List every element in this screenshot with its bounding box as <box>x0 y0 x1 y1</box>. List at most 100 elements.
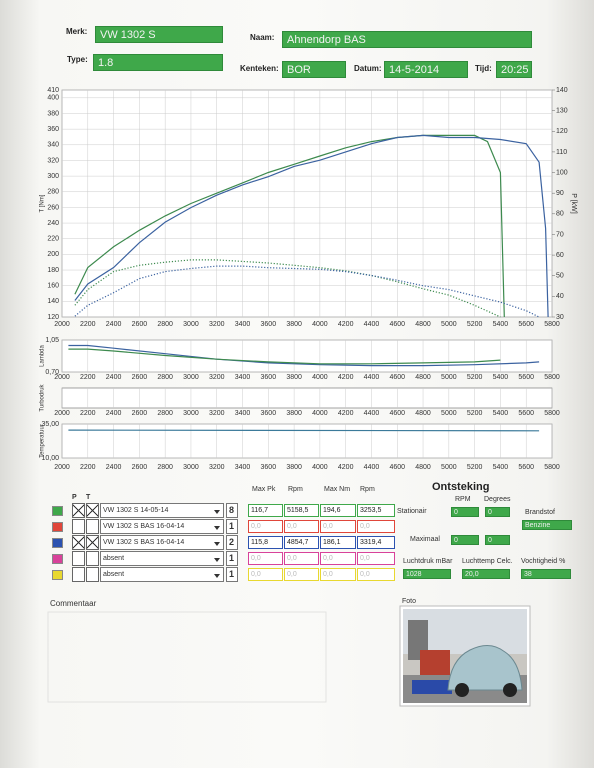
x-tick-label: 3000 <box>183 321 199 328</box>
y-axis-label: Temperatuur <box>40 424 46 458</box>
x-tick-label: 3800 <box>286 464 302 471</box>
x-tick-label: 4000 <box>312 321 328 328</box>
x-tick-label: 5200 <box>467 410 483 417</box>
y-tick-label: 10,00 <box>41 455 59 462</box>
result-cell: 4854,7 <box>284 536 319 549</box>
y-tick-label: 220 <box>47 236 59 243</box>
row-color <box>52 522 63 532</box>
result-cell: 0,0 <box>248 520 283 533</box>
condition-label: Vochtigheid % <box>521 558 566 565</box>
x-tick-label: 5000 <box>441 374 457 381</box>
x-tick-label: 2600 <box>132 464 148 471</box>
condition-label: Luchttemp Celc. <box>462 558 513 565</box>
x-tick-label: 4800 <box>415 374 431 381</box>
x-tick-label: 2800 <box>157 410 173 417</box>
x-tick-label: 4200 <box>338 464 354 471</box>
series-line <box>68 344 540 367</box>
column-header: Rpm <box>360 486 375 493</box>
x-tick-label: 2000 <box>54 464 70 471</box>
ignition-value: 0 <box>451 507 479 517</box>
field-label: Tijd: <box>475 64 492 73</box>
x-tick-label: 3400 <box>235 321 251 328</box>
x-tick-label: 3600 <box>261 410 277 417</box>
x-tick-label: 3600 <box>261 374 277 381</box>
field-value: BOR <box>282 61 346 78</box>
column-header: T <box>86 494 91 501</box>
y-tick-label: 360 <box>47 126 59 133</box>
checkbox <box>86 503 99 518</box>
y-axis-label: Lambda <box>40 344 46 366</box>
result-cell: 0,0 <box>357 552 395 565</box>
y2-tick-label: 120 <box>556 128 568 135</box>
result-cell: 3253,5 <box>357 504 395 517</box>
condition-value: 38 <box>521 569 571 579</box>
result-cell: 0,0 <box>284 520 319 533</box>
x-tick-label: 4600 <box>389 464 405 471</box>
y-tick-label: 200 <box>47 251 59 258</box>
result-cell: 0,0 <box>320 568 356 581</box>
condition-value: 20,0 <box>462 569 510 579</box>
fuel-label: Brandstof <box>525 509 555 516</box>
y2-tick-label: 30 <box>556 314 564 321</box>
run-select: VW 1302 S BAS 16-04-14 <box>100 535 224 550</box>
checkbox <box>86 567 99 582</box>
x-tick-label: 3400 <box>235 374 251 381</box>
x-tick-label: 4200 <box>338 321 354 328</box>
condition-label: Luchtdruk mBar <box>403 558 453 565</box>
result-cell: 0,0 <box>284 552 319 565</box>
y-tick-label: 0,70 <box>45 369 59 376</box>
x-tick-label: 5800 <box>544 410 560 417</box>
photo-wheel <box>455 683 469 697</box>
y-axis-label: T [Nm] <box>40 194 46 212</box>
x-tick-label: 3000 <box>183 374 199 381</box>
x-tick-label: 2400 <box>106 464 122 471</box>
x-tick-label: 2600 <box>132 321 148 328</box>
x-tick-label: 2400 <box>106 321 122 328</box>
y2-tick-label: 80 <box>556 211 564 218</box>
y-tick-label: 280 <box>47 189 59 196</box>
plot-area <box>61 387 553 409</box>
series-line <box>68 429 540 432</box>
x-tick-label: 3800 <box>286 374 302 381</box>
series-line <box>74 259 501 318</box>
y-tick-label: 35,00 <box>41 421 59 428</box>
result-cell: 0,0 <box>284 568 319 581</box>
x-tick-label: 2200 <box>80 464 96 471</box>
run-count: 1 <box>226 567 238 582</box>
ignition-col: Degrees <box>484 496 511 503</box>
x-tick-label: 3200 <box>209 464 225 471</box>
x-tick-label: 2200 <box>80 321 96 328</box>
x-tick-label: 2600 <box>132 374 148 381</box>
checkbox <box>86 535 99 550</box>
y2-tick-label: 140 <box>556 87 568 94</box>
x-tick-label: 2400 <box>106 410 122 417</box>
checkbox <box>72 551 85 566</box>
run-select: VW 1302 S BAS 16-04-14 <box>100 519 224 534</box>
x-tick-label: 5000 <box>441 410 457 417</box>
photo-dyno <box>412 680 452 694</box>
y-tick-label: 260 <box>47 204 59 211</box>
x-tick-label: 3200 <box>209 321 225 328</box>
x-tick-label: 4600 <box>389 374 405 381</box>
row-color <box>52 538 63 548</box>
run-count: 1 <box>226 551 238 566</box>
comment-label: Commentaar <box>50 599 97 608</box>
y2-tick-label: 60 <box>556 252 564 259</box>
x-tick-label: 3400 <box>235 464 251 471</box>
x-tick-label: 4000 <box>312 464 328 471</box>
x-tick-label: 3800 <box>286 410 302 417</box>
y2-tick-label: 100 <box>556 169 568 176</box>
field-value: Ahnendorp BAS <box>282 31 532 48</box>
x-tick-label: 4400 <box>364 410 380 417</box>
field-label: Type: <box>67 55 88 64</box>
checkbox <box>86 551 99 566</box>
x-tick-label: 5800 <box>544 321 560 328</box>
ignition-value: 0 <box>485 507 510 517</box>
plot-area <box>61 339 553 373</box>
plot-area <box>61 423 553 459</box>
x-tick-label: 2000 <box>54 410 70 417</box>
result-cell: 0,0 <box>320 520 356 533</box>
x-tick-label: 5400 <box>493 374 509 381</box>
x-tick-label: 3000 <box>183 410 199 417</box>
x-tick-label: 3200 <box>209 374 225 381</box>
